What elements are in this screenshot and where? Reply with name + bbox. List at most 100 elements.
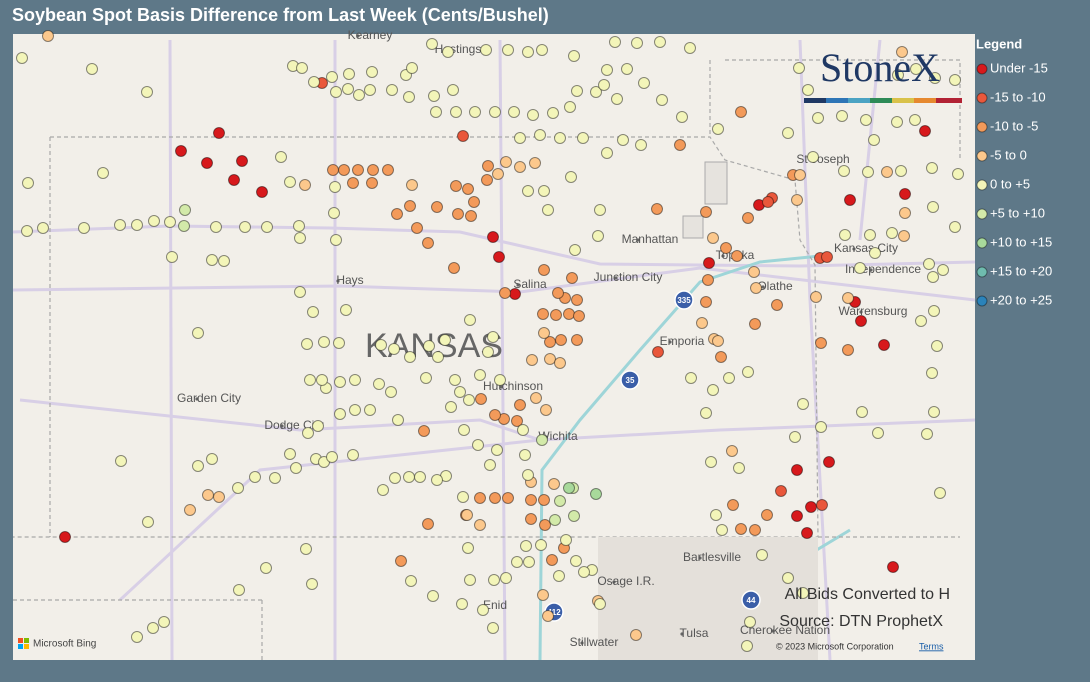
bid-marker[interactable] bbox=[547, 107, 559, 119]
bid-marker[interactable] bbox=[386, 84, 398, 96]
bid-marker[interactable] bbox=[406, 179, 418, 191]
bid-marker[interactable] bbox=[756, 549, 768, 561]
bid-marker[interactable] bbox=[306, 578, 318, 590]
bid-marker[interactable] bbox=[707, 232, 719, 244]
bid-marker[interactable] bbox=[926, 367, 938, 379]
bid-marker[interactable] bbox=[611, 93, 623, 105]
bid-marker[interactable] bbox=[949, 221, 961, 233]
bid-marker[interactable] bbox=[802, 84, 814, 96]
bid-marker[interactable] bbox=[797, 398, 809, 410]
bid-marker[interactable] bbox=[364, 84, 376, 96]
bid-marker[interactable] bbox=[509, 288, 521, 300]
bid-marker[interactable] bbox=[482, 160, 494, 172]
bid-marker[interactable] bbox=[742, 212, 754, 224]
bid-marker[interactable] bbox=[299, 179, 311, 191]
bid-marker[interactable] bbox=[707, 384, 719, 396]
bid-marker[interactable] bbox=[300, 543, 312, 555]
bid-marker[interactable] bbox=[929, 72, 941, 84]
bid-marker[interactable] bbox=[887, 561, 899, 573]
bid-marker[interactable] bbox=[418, 425, 430, 437]
bid-marker[interactable] bbox=[910, 63, 922, 75]
bid-marker[interactable] bbox=[284, 448, 296, 460]
bid-marker[interactable] bbox=[511, 556, 523, 568]
bid-marker[interactable] bbox=[928, 305, 940, 317]
bid-marker[interactable] bbox=[16, 52, 28, 64]
bid-marker[interactable] bbox=[573, 310, 585, 322]
bid-marker[interactable] bbox=[37, 222, 49, 234]
bid-marker[interactable] bbox=[791, 464, 803, 476]
bid-marker[interactable] bbox=[703, 257, 715, 269]
bid-marker[interactable] bbox=[462, 542, 474, 554]
bid-marker[interactable] bbox=[546, 554, 558, 566]
bid-marker[interactable] bbox=[457, 491, 469, 503]
bid-marker[interactable] bbox=[294, 232, 306, 244]
bid-marker[interactable] bbox=[233, 584, 245, 596]
bid-marker[interactable] bbox=[782, 572, 794, 584]
bid-marker[interactable] bbox=[347, 449, 359, 461]
bid-marker[interactable] bbox=[366, 66, 378, 78]
bid-marker[interactable] bbox=[635, 139, 647, 151]
bid-marker[interactable] bbox=[307, 306, 319, 318]
bid-marker[interactable] bbox=[735, 523, 747, 535]
bid-marker[interactable] bbox=[928, 406, 940, 418]
bid-marker[interactable] bbox=[949, 74, 961, 86]
bid-marker[interactable] bbox=[450, 180, 462, 192]
bid-marker[interactable] bbox=[538, 327, 550, 339]
bid-marker[interactable] bbox=[364, 404, 376, 416]
bid-marker[interactable] bbox=[744, 616, 756, 628]
bid-marker[interactable] bbox=[256, 186, 268, 198]
bid-marker[interactable] bbox=[449, 374, 461, 386]
bid-marker[interactable] bbox=[326, 451, 338, 463]
bid-marker[interactable] bbox=[329, 181, 341, 193]
bid-marker[interactable] bbox=[114, 219, 126, 231]
bid-marker[interactable] bbox=[712, 335, 724, 347]
bid-marker[interactable] bbox=[373, 378, 385, 390]
bid-marker[interactable] bbox=[674, 139, 686, 151]
bid-marker[interactable] bbox=[815, 421, 827, 433]
bid-marker[interactable] bbox=[377, 484, 389, 496]
bid-marker[interactable] bbox=[549, 514, 561, 526]
bid-marker[interactable] bbox=[489, 409, 501, 421]
bid-marker[interactable] bbox=[452, 208, 464, 220]
bid-marker[interactable] bbox=[249, 471, 261, 483]
bid-marker[interactable] bbox=[684, 42, 696, 54]
bid-marker[interactable] bbox=[514, 132, 526, 144]
bid-marker[interactable] bbox=[821, 251, 833, 263]
bid-marker[interactable] bbox=[468, 196, 480, 208]
bid-marker[interactable] bbox=[891, 116, 903, 128]
bid-marker[interactable] bbox=[771, 299, 783, 311]
bid-marker[interactable] bbox=[823, 456, 835, 468]
bid-marker[interactable] bbox=[542, 610, 554, 622]
bid-marker[interactable] bbox=[842, 344, 854, 356]
bid-marker[interactable] bbox=[499, 287, 511, 299]
bid-marker[interactable] bbox=[115, 455, 127, 467]
bid-marker[interactable] bbox=[431, 474, 443, 486]
bid-marker[interactable] bbox=[563, 308, 575, 320]
bid-marker[interactable] bbox=[601, 64, 613, 76]
bid-marker[interactable] bbox=[302, 427, 314, 439]
bid-marker[interactable] bbox=[696, 317, 708, 329]
bid-marker[interactable] bbox=[839, 229, 851, 241]
bid-marker[interactable] bbox=[522, 469, 534, 481]
bid-marker[interactable] bbox=[308, 76, 320, 88]
bid-marker[interactable] bbox=[403, 471, 415, 483]
bid-marker[interactable] bbox=[909, 114, 921, 126]
bid-marker[interactable] bbox=[899, 207, 911, 219]
bid-marker[interactable] bbox=[474, 519, 486, 531]
bid-marker[interactable] bbox=[514, 399, 526, 411]
bid-marker[interactable] bbox=[316, 374, 328, 386]
bid-marker[interactable] bbox=[555, 334, 567, 346]
bid-marker[interactable] bbox=[749, 318, 761, 330]
bid-marker[interactable] bbox=[927, 201, 939, 213]
bid-marker[interactable] bbox=[726, 445, 738, 457]
bid-marker[interactable] bbox=[97, 167, 109, 179]
bid-marker[interactable] bbox=[164, 216, 176, 228]
bid-marker[interactable] bbox=[508, 106, 520, 118]
bid-marker[interactable] bbox=[789, 431, 801, 443]
bid-marker[interactable] bbox=[327, 164, 339, 176]
bid-marker[interactable] bbox=[450, 106, 462, 118]
bid-marker[interactable] bbox=[554, 357, 566, 369]
bid-marker[interactable] bbox=[895, 165, 907, 177]
bid-marker[interactable] bbox=[570, 555, 582, 567]
